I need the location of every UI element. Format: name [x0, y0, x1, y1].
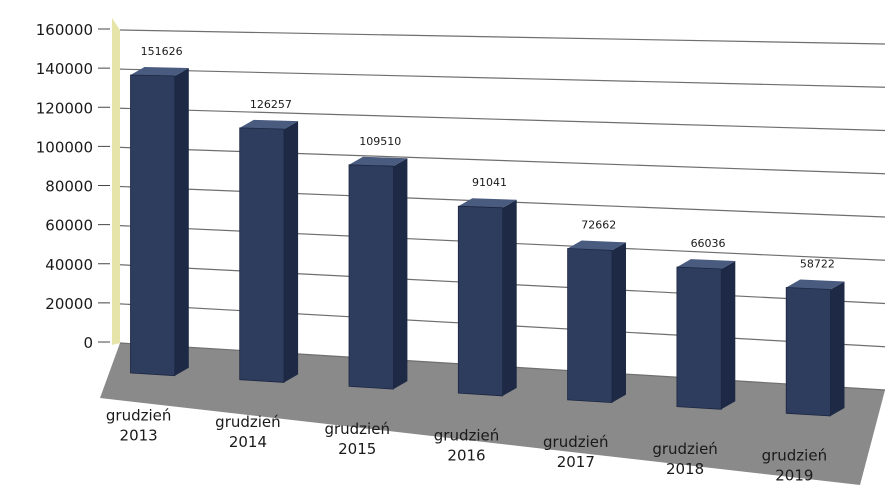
x-tick-label: grudzień 2013 — [106, 406, 172, 444]
x-tick-label: grudzień 2018 — [652, 440, 718, 478]
gridline — [119, 146, 886, 175]
bar-top — [458, 198, 517, 208]
bar-side — [721, 261, 736, 410]
bar-side — [830, 281, 845, 416]
x-tick-label: grudzień 2014 — [215, 413, 281, 451]
bar-top — [676, 259, 736, 269]
bar-top — [786, 279, 845, 290]
bar-front — [567, 248, 613, 404]
bar-side — [502, 199, 517, 396]
bar — [676, 259, 736, 410]
x-tick-label: grudzień 2019 — [762, 447, 828, 485]
value-label: 66036 — [691, 237, 726, 250]
value-label: 91041 — [472, 176, 507, 189]
y-tick-label: 80000 — [45, 178, 93, 196]
bar-side — [174, 68, 189, 376]
value-label: 72662 — [581, 219, 616, 232]
y-tick-label: 40000 — [45, 256, 93, 274]
x-tick-label: grudzień 2015 — [324, 420, 390, 458]
bar-front — [457, 205, 504, 397]
bar-top — [567, 240, 626, 251]
gridline — [119, 107, 886, 132]
chart-side-wall-face — [112, 18, 120, 343]
bar-side — [284, 121, 299, 383]
gridline — [119, 29, 886, 45]
bar-top — [239, 119, 299, 130]
y-axis-ticks: 0 20000 40000 60000 80000 100000 120000 140000 1… — [36, 21, 110, 352]
y-tick-label: 120000 — [36, 99, 93, 117]
y-tick-label: 0 — [83, 334, 93, 352]
bar — [130, 67, 189, 377]
bar — [567, 240, 626, 404]
bar-front — [130, 74, 176, 377]
y-tick-label: 100000 — [36, 138, 93, 156]
bar-front — [239, 127, 285, 383]
y-tick-label: 140000 — [36, 60, 93, 78]
x-tick-label: grudzień 2017 — [543, 433, 609, 471]
bar-side — [393, 158, 408, 390]
bar — [239, 119, 299, 383]
bar-side — [612, 242, 626, 403]
value-labels: 151626 126257 109510 91041 72662 66036 58722 — [141, 45, 835, 270]
bar-front — [785, 287, 831, 417]
bar — [457, 198, 517, 397]
bar-front — [348, 164, 394, 390]
bar-top — [349, 156, 408, 167]
value-label: 151626 — [141, 45, 183, 58]
bar — [348, 156, 408, 390]
y-tick-label: 60000 — [45, 217, 93, 235]
y-tick-label: 160000 — [36, 21, 93, 39]
bars — [130, 67, 845, 417]
value-label: 126257 — [250, 98, 292, 111]
bar-front — [676, 266, 722, 410]
y-tick-label: 20000 — [45, 295, 93, 313]
gridline — [119, 68, 886, 88]
bar — [785, 279, 845, 417]
x-tick-label: grudzień 2016 — [434, 427, 500, 465]
bar-top — [130, 67, 189, 76]
value-label: 109510 — [359, 135, 401, 148]
value-label: 58722 — [800, 258, 835, 271]
